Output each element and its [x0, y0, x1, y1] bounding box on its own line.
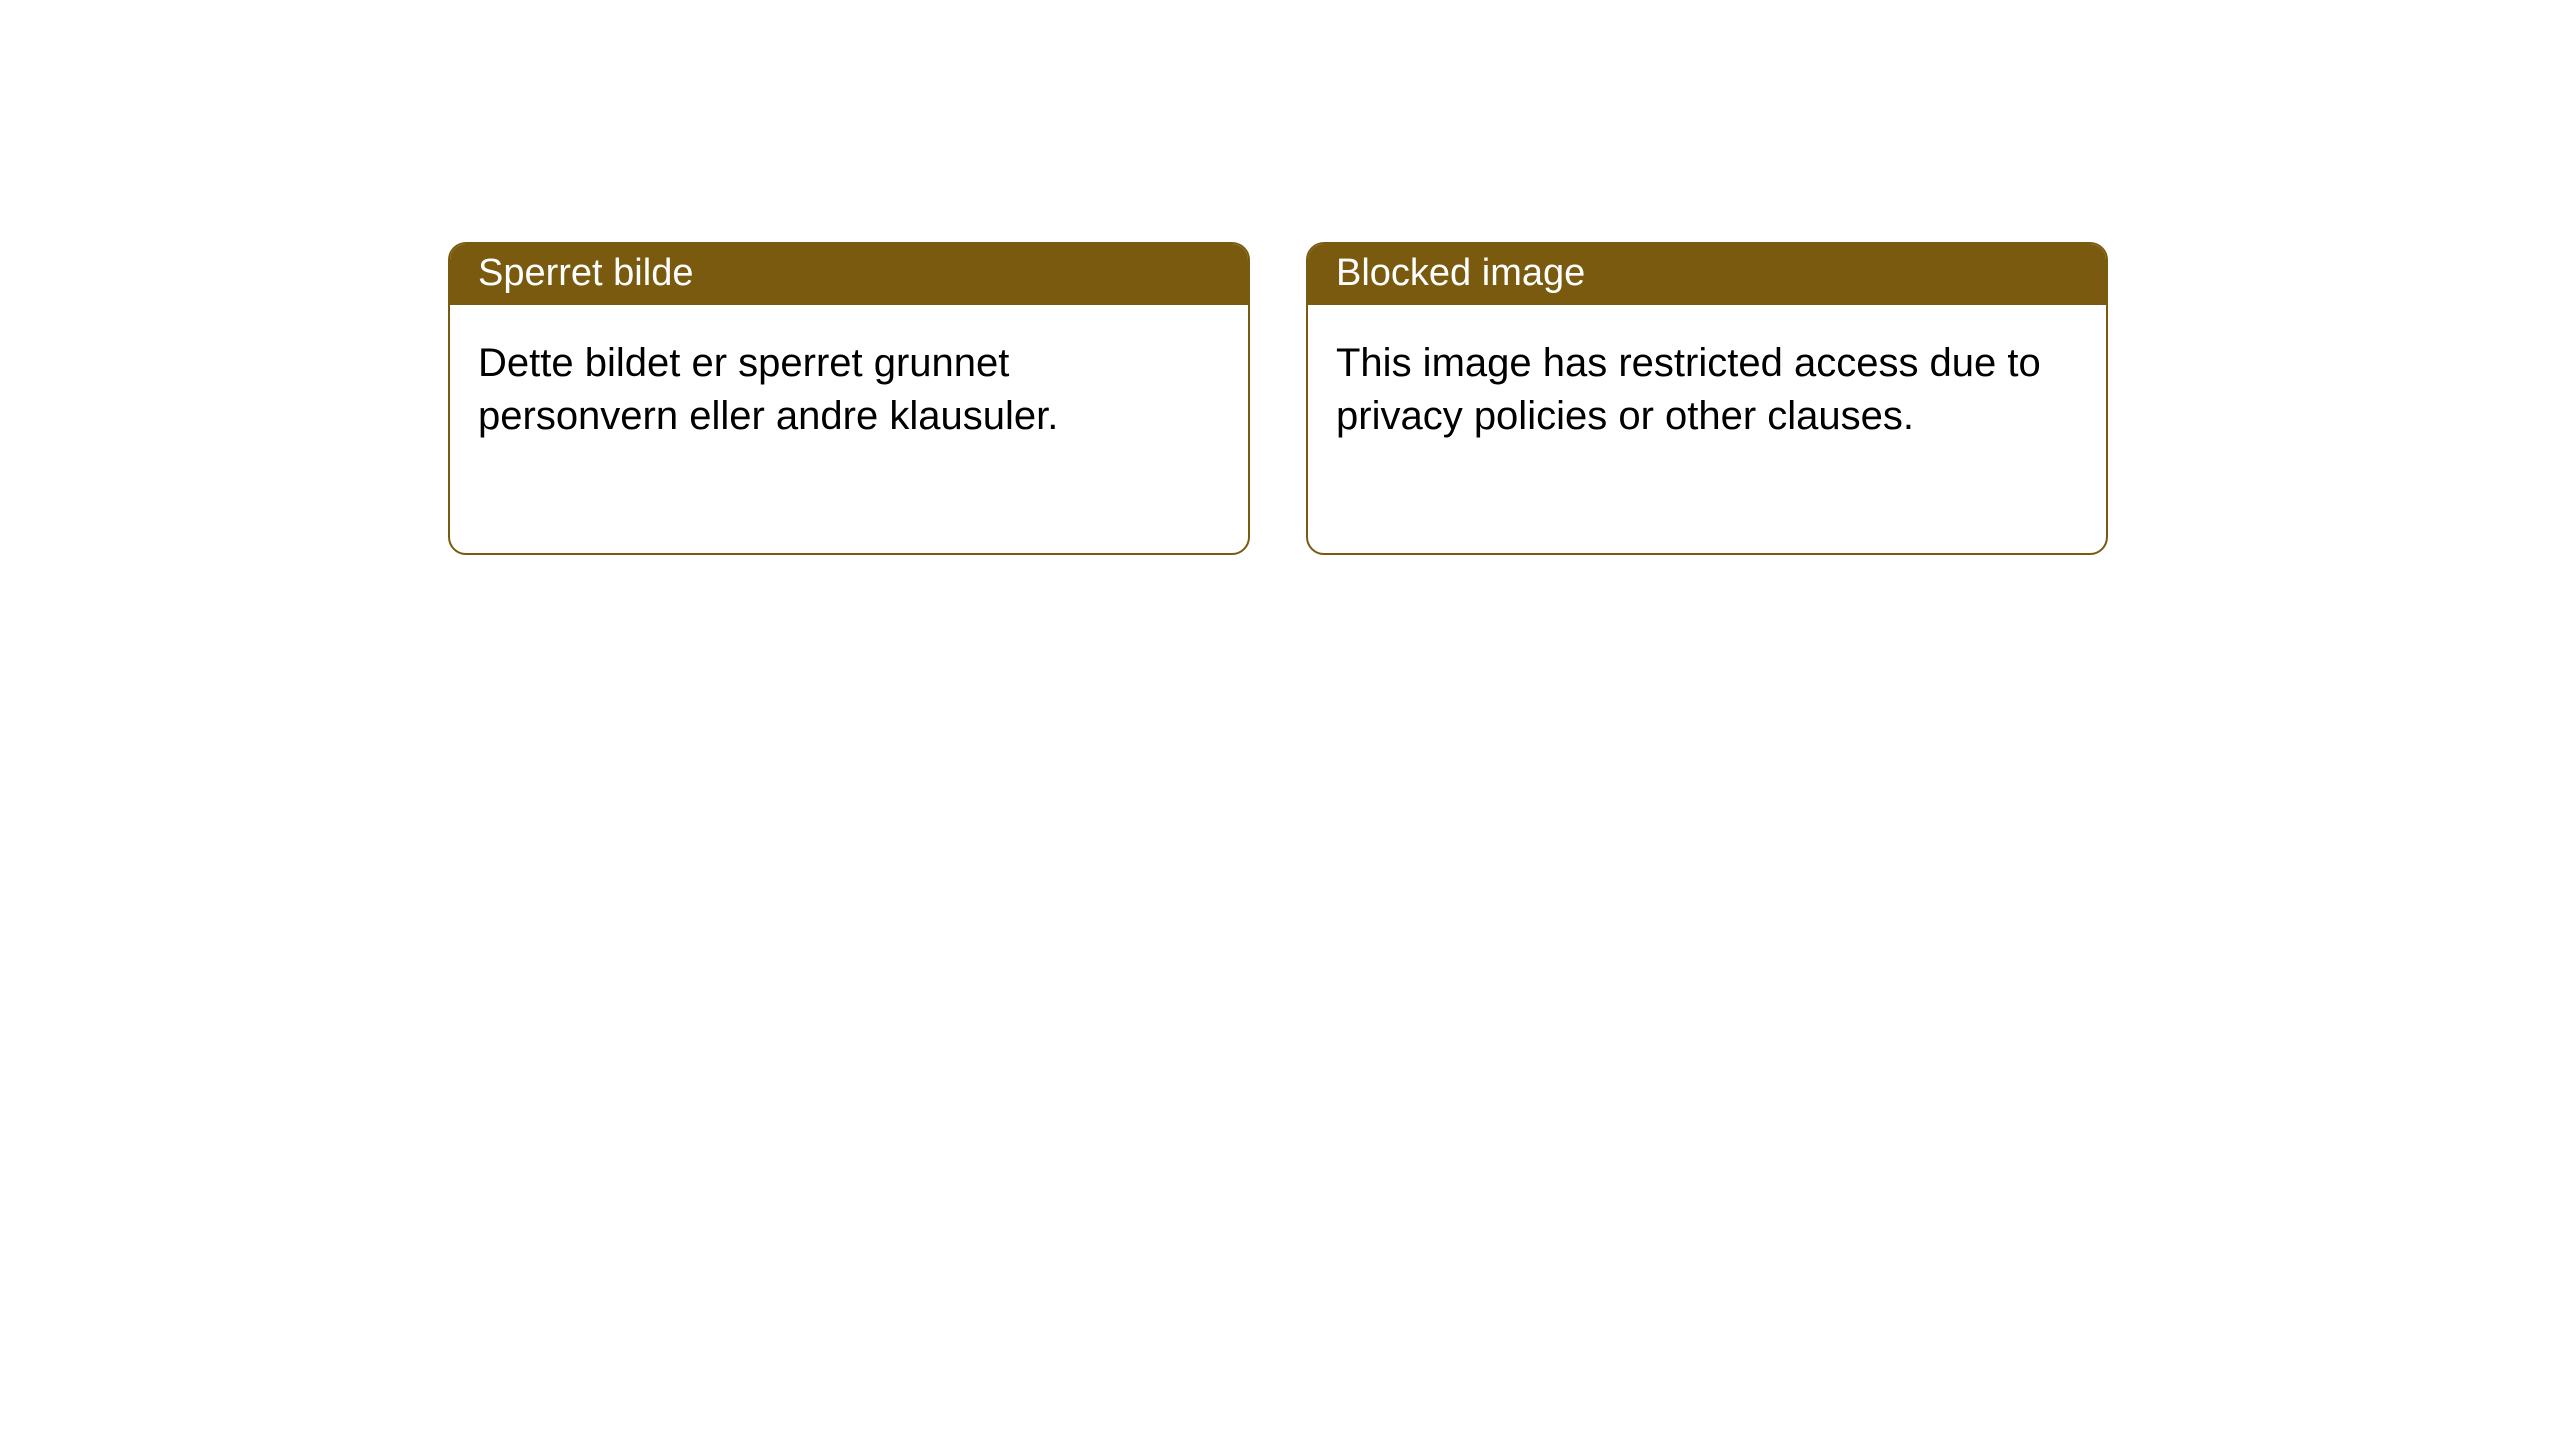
notice-card-norwegian: Sperret bilde Dette bildet er sperret gr… — [448, 242, 1250, 555]
notice-container: Sperret bilde Dette bildet er sperret gr… — [0, 0, 2560, 555]
notice-card-english: Blocked image This image has restricted … — [1306, 242, 2108, 555]
notice-body: Dette bildet er sperret grunnet personve… — [450, 305, 1248, 553]
notice-text: This image has restricted access due to … — [1336, 341, 2041, 438]
notice-text: Dette bildet er sperret grunnet personve… — [478, 341, 1058, 438]
notice-body: This image has restricted access due to … — [1308, 305, 2106, 553]
notice-header: Blocked image — [1308, 244, 2106, 305]
notice-title: Sperret bilde — [478, 252, 693, 294]
notice-title: Blocked image — [1336, 252, 1585, 294]
notice-header: Sperret bilde — [450, 244, 1248, 305]
